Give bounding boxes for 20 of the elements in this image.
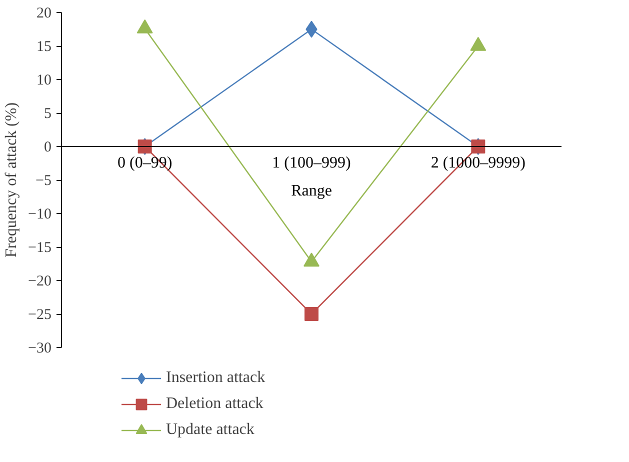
y-tick-label: −30 xyxy=(28,340,52,356)
y-tick-label: −15 xyxy=(28,240,52,256)
legend-label: Update attack xyxy=(166,420,254,440)
y-tick-label: 20 xyxy=(36,6,52,22)
y-tick-label: −10 xyxy=(28,206,52,222)
y-tick-label: 10 xyxy=(36,72,52,88)
y-axis-title: Frequency of attack (%) xyxy=(3,102,20,258)
legend-label: Deletion attack xyxy=(166,394,264,414)
point xyxy=(470,36,486,51)
y-tick-label: −20 xyxy=(28,274,52,290)
y-tick-label: 5 xyxy=(44,106,52,122)
x-tick-label: 1 (100–999) xyxy=(272,154,351,172)
y-tick-label: −5 xyxy=(36,173,52,189)
point xyxy=(136,19,153,34)
x-axis-title: Range xyxy=(291,182,332,200)
point xyxy=(304,307,318,321)
legend-label: Insertion attack xyxy=(166,368,266,388)
y-tick-label: 15 xyxy=(36,39,52,55)
y-tick-label: −25 xyxy=(28,307,52,323)
y-tick-label: 0 xyxy=(44,140,52,156)
